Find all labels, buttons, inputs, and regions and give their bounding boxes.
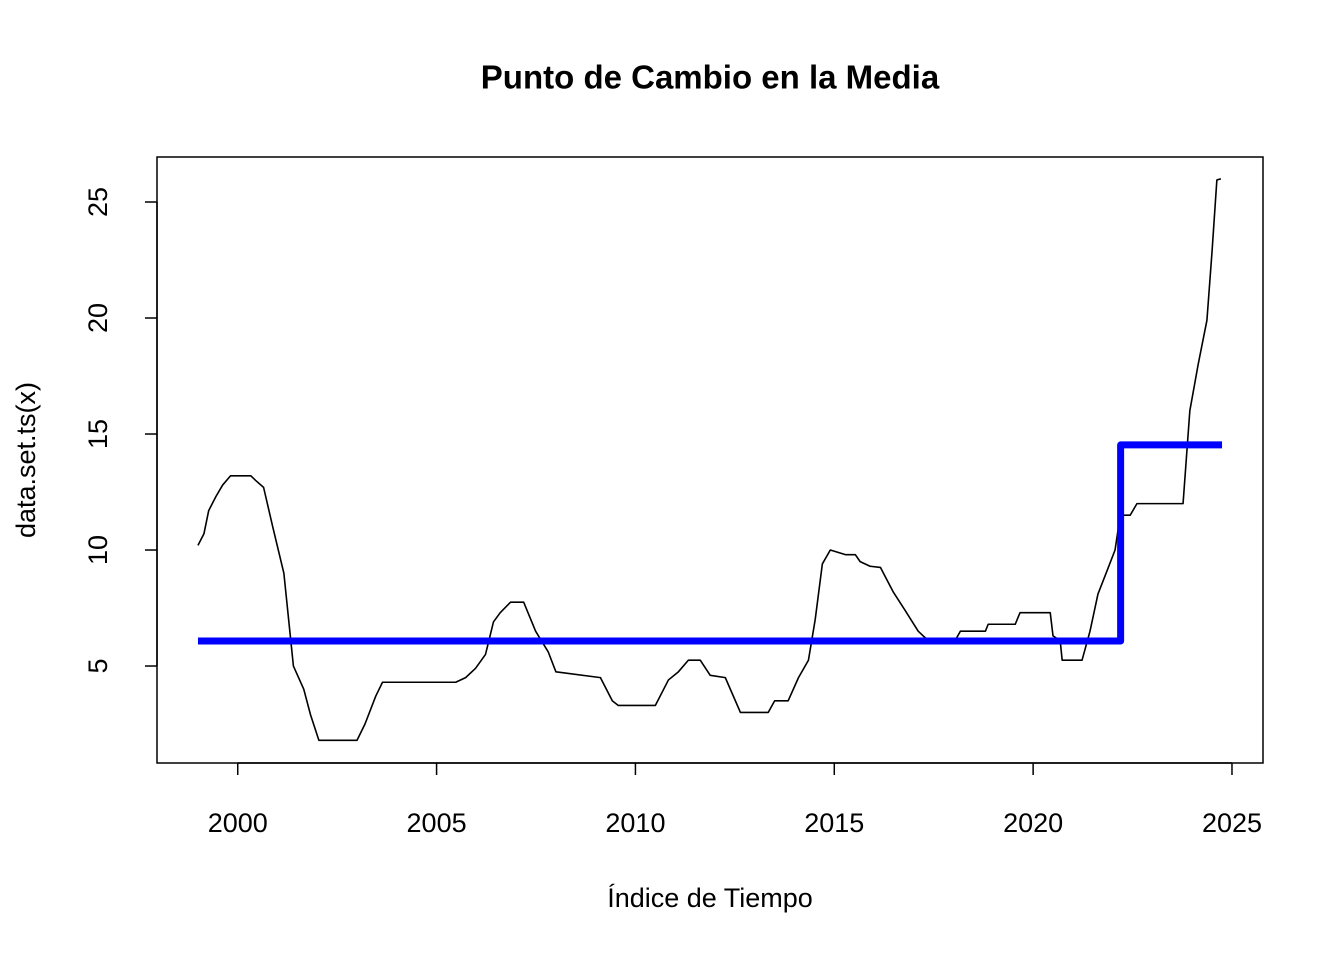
x-tick-label: 2010	[605, 808, 665, 838]
x-tick-label: 2025	[1202, 808, 1262, 838]
y-tick-label: 5	[83, 659, 113, 674]
x-tick-label: 2020	[1003, 808, 1063, 838]
series-line	[197, 441, 1223, 645]
x-tick-label: 2015	[804, 808, 864, 838]
x-tick-label: 2000	[208, 808, 268, 838]
y-tick-label: 20	[83, 303, 113, 333]
chart-title: Punto de Cambio en la Media	[481, 59, 940, 96]
x-axis-label: Índice de Tiempo	[607, 883, 813, 913]
y-axis-label: data.set.ts(x)	[11, 382, 41, 538]
y-tick-label: 10	[83, 535, 113, 565]
y-tick-label: 15	[83, 419, 113, 449]
y-tick-label: 25	[83, 187, 113, 217]
series-line	[197, 178, 1222, 742]
x-tick-label: 2005	[407, 808, 467, 838]
plot-box	[156, 156, 1264, 764]
